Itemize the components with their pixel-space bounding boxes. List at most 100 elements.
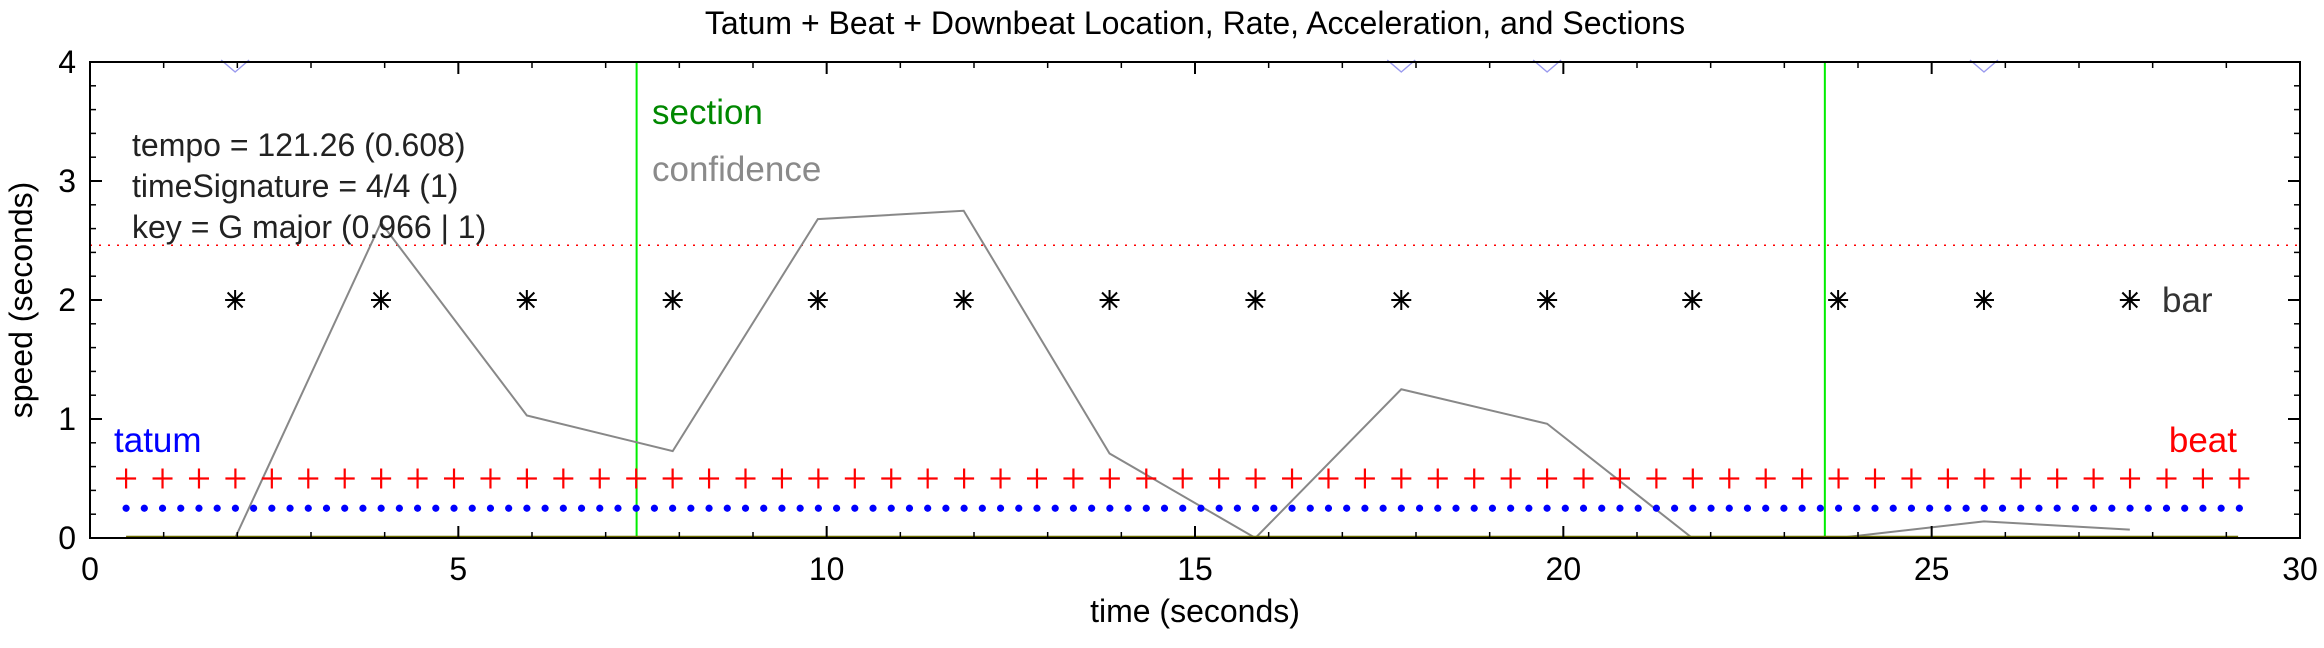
beat-point-37: [1464, 468, 1485, 489]
tatum-point-10: [304, 504, 312, 512]
tatum-point-57: [1160, 504, 1169, 512]
beat-point-58: [2229, 468, 2250, 489]
beat-point-30: [1209, 468, 1230, 489]
tatum-series-label: tatum: [114, 421, 202, 460]
tatum-point-69: [1379, 504, 1387, 512]
tatum-point-42: [887, 504, 895, 512]
tatum-point-91: [1780, 504, 1788, 512]
tatum-point-54: [1106, 504, 1114, 512]
tatum-point-98: [1907, 504, 1916, 512]
tatum-point-53: [1088, 504, 1096, 512]
beat-point-11: [516, 468, 537, 489]
tatum-point-35: [760, 504, 768, 512]
beat-point-36: [1427, 468, 1448, 489]
tatum-point-67: [1343, 504, 1351, 512]
beat-point-12: [553, 468, 574, 489]
y-tick-label-2: 2: [58, 282, 76, 318]
tatum-point-6: [231, 504, 240, 512]
beat-point-40: [1573, 468, 1594, 489]
bar-series-label: bar: [2162, 281, 2213, 320]
tatum-point-84: [1652, 504, 1660, 512]
tatum-point-74: [1470, 504, 1478, 512]
confidence-line: [234, 209, 2130, 540]
x-tick-label-0: 0: [81, 551, 99, 587]
beat-point-5: [298, 468, 319, 489]
annotation-key: key = G major (0.966 | 1): [132, 209, 486, 245]
tatum-point-13: [359, 504, 367, 512]
tatum-point-86: [1689, 504, 1697, 512]
beat-point-54: [2083, 468, 2104, 489]
beat-point-10: [480, 468, 501, 489]
top-mark-3: [1969, 59, 1999, 73]
beat-point-20: [844, 468, 865, 489]
beat-point-50: [1937, 468, 1958, 489]
plot-content: [90, 59, 2300, 540]
beat-point-22: [917, 468, 938, 489]
x-tick-label-1: 5: [449, 551, 467, 587]
tatum-point-72: [1434, 504, 1442, 512]
bar-point-1: [370, 290, 391, 310]
beat-point-33: [1318, 468, 1339, 489]
beat-point-13: [589, 468, 610, 489]
y-tick-label-4: 4: [58, 44, 76, 80]
tatum-point-116: [2235, 504, 2243, 512]
y-tick-label-1: 1: [58, 401, 76, 437]
tatum-point-40: [851, 504, 859, 512]
tatum-point-0: [122, 504, 130, 512]
beat-point-14: [626, 468, 647, 489]
tatum-point-28: [632, 504, 640, 512]
tatum-point-30: [669, 504, 677, 512]
beat-point-27: [1099, 468, 1120, 489]
beat-point-9: [444, 468, 465, 489]
tatum-point-63: [1270, 504, 1278, 512]
bar-point-3: [662, 290, 683, 310]
tatum-point-43: [905, 504, 914, 512]
tatum-point-50: [1033, 504, 1041, 512]
tatum-point-18: [450, 504, 458, 512]
beat-point-55: [2120, 468, 2141, 489]
beat-point-57: [2192, 468, 2213, 489]
top-mark-2: [1532, 59, 1562, 73]
top-mark-0: [220, 59, 250, 73]
beat-point-23: [954, 468, 975, 489]
annotation-tempo: tempo = 121.26 (0.608): [132, 127, 466, 163]
tatum-point-102: [1980, 504, 1988, 512]
beat-point-45: [1755, 468, 1776, 489]
beat-point-29: [1172, 468, 1193, 489]
annotation-time-signature: timeSignature = 4/4 (1): [132, 168, 458, 204]
beat-point-17: [735, 468, 756, 489]
bar-point-9: [1537, 290, 1558, 310]
bar-point-6: [1099, 290, 1120, 310]
y-tick-label-0: 0: [58, 520, 76, 556]
tatum-point-108: [2090, 504, 2098, 512]
tatum-point-39: [832, 504, 841, 512]
tatum-point-11: [322, 504, 331, 512]
tatum-point-17: [432, 504, 440, 512]
tatum-point-29: [650, 504, 659, 512]
bar-point-4: [807, 290, 828, 310]
beat-point-25: [1026, 468, 1047, 489]
beat-point-15: [662, 468, 683, 489]
tatum-point-14: [377, 504, 385, 512]
beat-point-43: [1682, 468, 1703, 489]
y-axis-label: speed (seconds): [3, 182, 39, 419]
bar-point-13: [2119, 290, 2140, 310]
x-axis-label: time (seconds): [1090, 593, 1300, 629]
tatum-point-96: [1871, 504, 1879, 512]
tatum-point-105: [2035, 504, 2043, 512]
tatum-point-100: [1944, 504, 1952, 512]
chart-title: Tatum + Beat + Downbeat Location, Rate, …: [705, 5, 1685, 41]
beat-point-32: [1282, 468, 1303, 489]
tatum-point-101: [1962, 504, 1970, 512]
tatum-point-8: [268, 504, 276, 512]
tatum-point-109: [2108, 504, 2116, 512]
tatum-point-47: [978, 504, 986, 512]
tatum-point-27: [614, 504, 622, 512]
bar-point-0: [225, 290, 246, 310]
tatum-point-61: [1233, 504, 1241, 512]
tatum-point-31: [687, 504, 695, 512]
beat-point-28: [1136, 468, 1157, 489]
beat-point-47: [1828, 468, 1849, 489]
tatum-point-103: [1998, 504, 2007, 512]
